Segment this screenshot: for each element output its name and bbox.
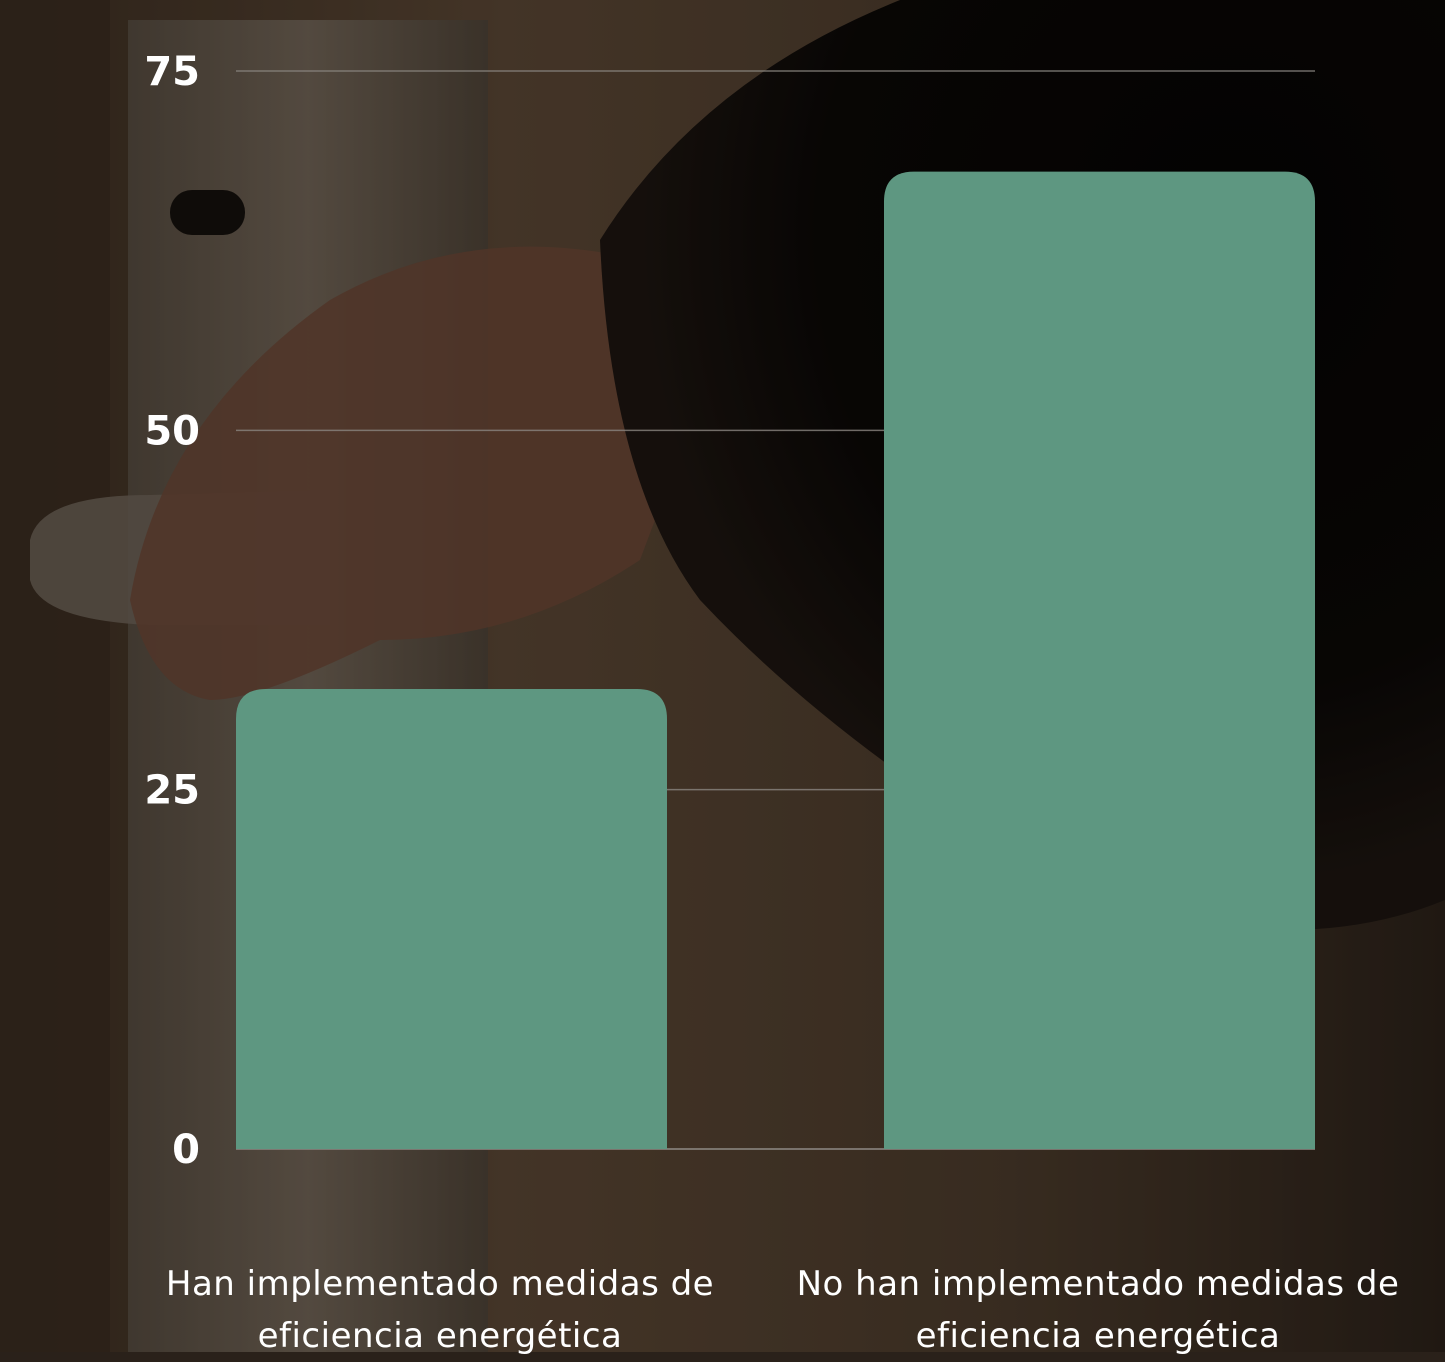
category-label-implemented: Han implementado medidas de eficiencia e… xyxy=(165,1264,715,1356)
y-tick-label-50: 50 xyxy=(144,408,200,454)
bar-implemented xyxy=(236,689,667,1149)
bars xyxy=(236,171,1315,1149)
category-label-not-implemented: No han implementado medidas de eficienci… xyxy=(796,1264,1400,1356)
y-axis-ticks: 0 25 50 75 xyxy=(144,49,200,1173)
y-tick-label-25: 25 xyxy=(144,768,200,814)
bar-not-implemented xyxy=(884,171,1315,1149)
y-tick-label-0: 0 xyxy=(172,1127,200,1173)
y-tick-label-75: 75 xyxy=(144,49,200,95)
